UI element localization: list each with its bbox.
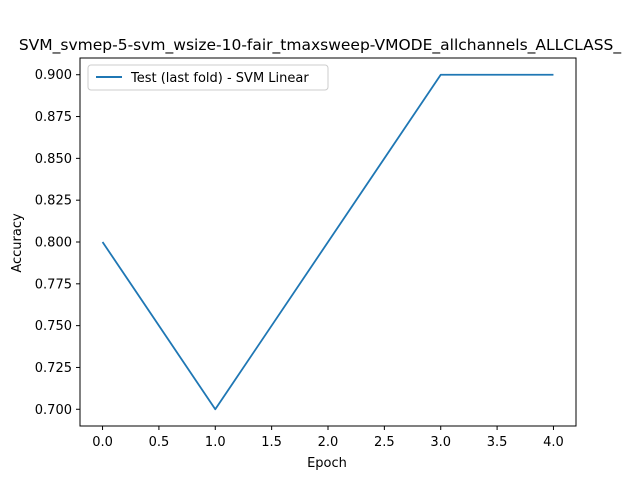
x-tick-label: 2.0 bbox=[318, 435, 339, 450]
chart-title: SVM_svmep-5-svm_wsize-10-fair_tmaxsweep-… bbox=[19, 36, 622, 55]
series-line-0 bbox=[101, 73, 554, 411]
y-axis-label: Accuracy bbox=[10, 213, 25, 273]
x-tick-label: 0.0 bbox=[92, 435, 113, 450]
x-tick-label: 3.5 bbox=[487, 435, 508, 450]
x-tick-label: 0.5 bbox=[149, 435, 170, 450]
y-tick-label: 0.775 bbox=[35, 277, 72, 292]
x-tick-label: 2.5 bbox=[374, 435, 395, 450]
x-tick-label: 4.0 bbox=[543, 435, 564, 450]
y-tick-label: 0.875 bbox=[35, 110, 72, 125]
y-tick-label: 0.725 bbox=[35, 361, 72, 376]
plot-area: 0.0 0.5 1.0 1.5 2.0 2.5 3.0 3.5 4.0 0.700 0.725 0.7… bbox=[35, 57, 577, 450]
y-tick-label: 0.825 bbox=[35, 194, 72, 209]
x-axis-label: Epoch bbox=[307, 456, 347, 471]
y-tick-label: 0.750 bbox=[35, 319, 72, 334]
legend-box bbox=[87, 64, 329, 91]
y-tick-label: 0.700 bbox=[35, 403, 72, 418]
y-tick-label: 0.800 bbox=[35, 236, 72, 251]
x-tick-label: 3.0 bbox=[430, 435, 451, 450]
legend: Test (last fold) - SVM Linear bbox=[87, 64, 329, 91]
x-tick-label: 1.0 bbox=[205, 435, 226, 450]
x-tick-label: 1.5 bbox=[261, 435, 282, 450]
y-tick-label: 0.900 bbox=[35, 68, 72, 83]
legend-entry-test-svm-linear: Test (last fold) - SVM Linear bbox=[130, 71, 309, 86]
y-tick-label: 0.850 bbox=[35, 152, 72, 167]
